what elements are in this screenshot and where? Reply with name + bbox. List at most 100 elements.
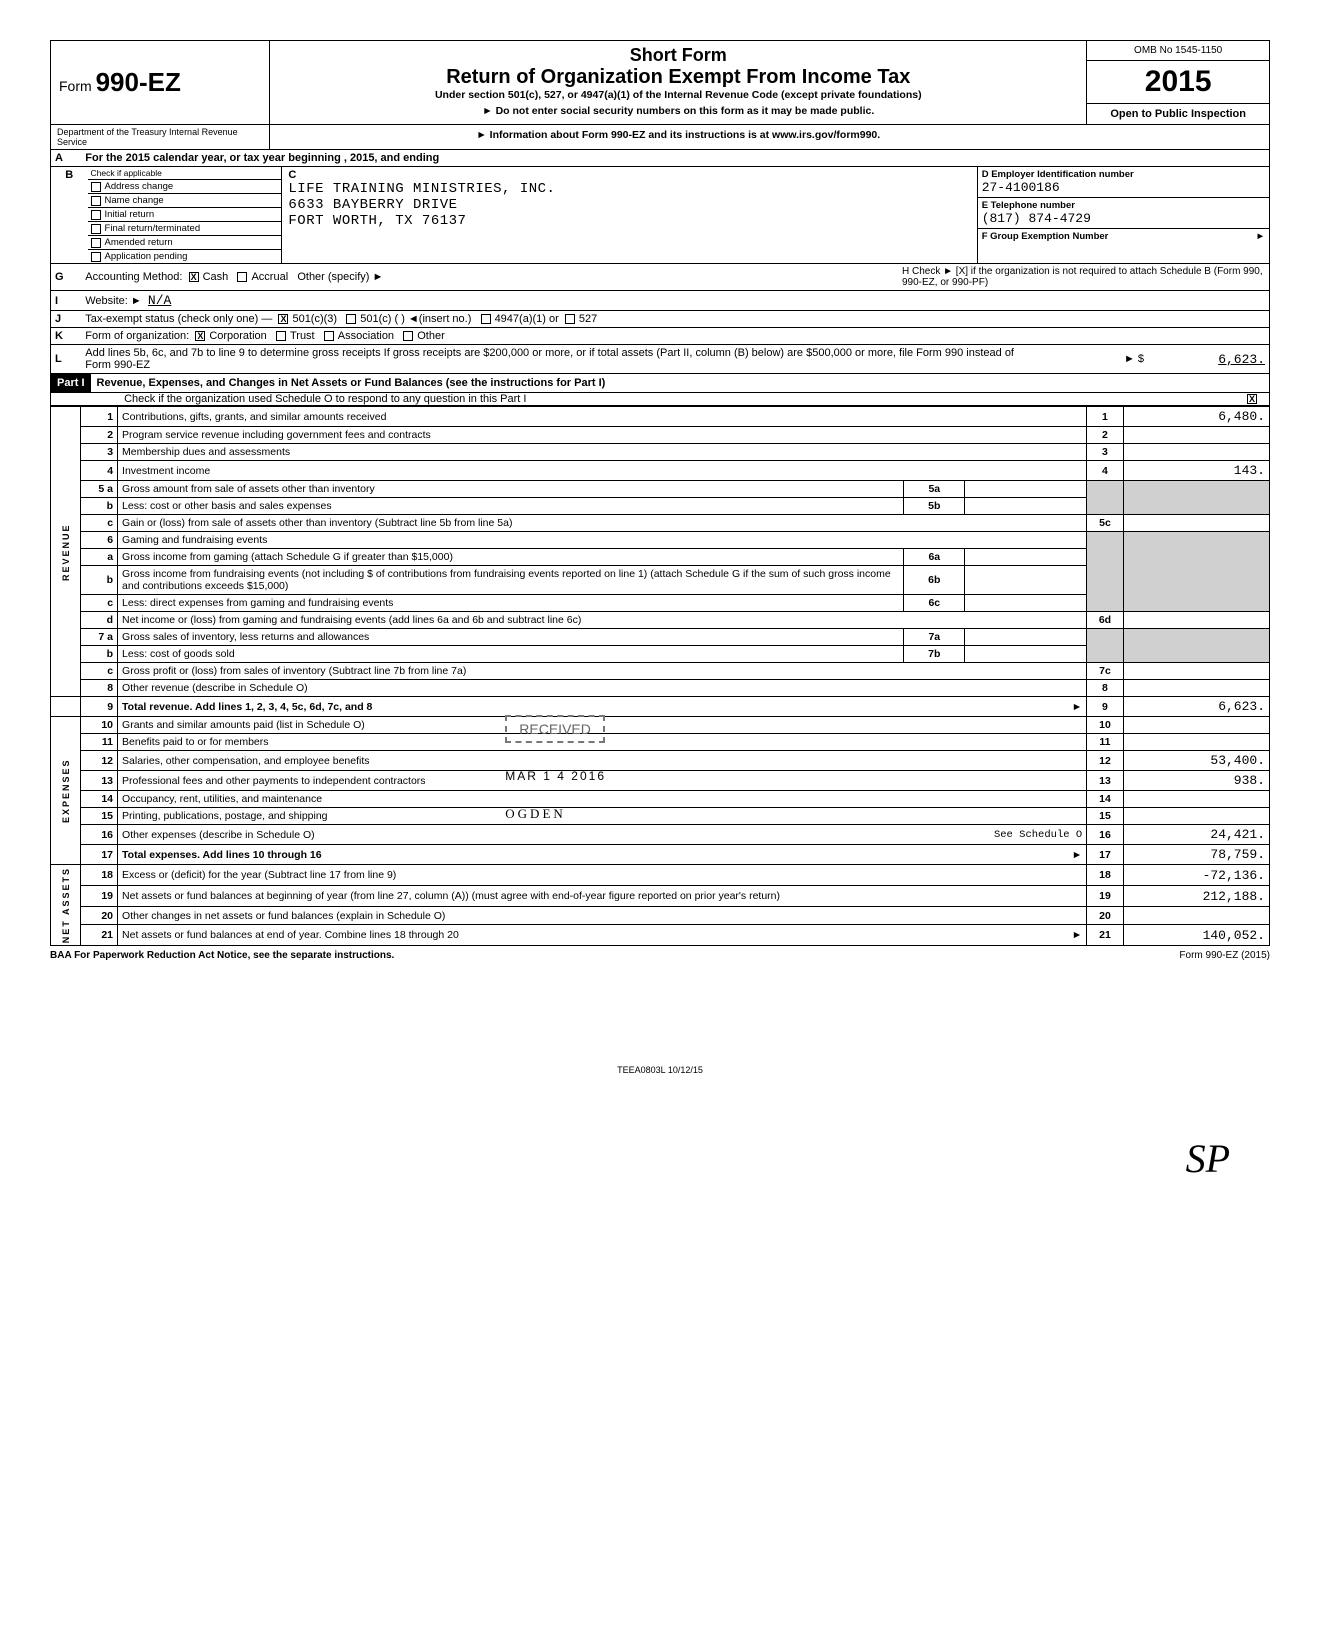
footer-row: BAA For Paperwork Reduction Act Notice, … <box>50 946 1270 965</box>
note16: See Schedule O <box>994 829 1082 841</box>
n10: 10 <box>81 717 118 734</box>
label-E: E Telephone number <box>982 200 1075 211</box>
section-BCDEF: B Check if applicable Address change Nam… <box>50 167 1270 264</box>
v5b <box>965 498 1087 515</box>
box6c: 6c <box>904 595 965 612</box>
n6a: a <box>81 549 118 566</box>
row-K: K Form of organization: Corporation Trus… <box>50 328 1270 345</box>
lbl-527: 527 <box>579 313 597 325</box>
part1-title: Revenue, Expenses, and Changes in Net As… <box>91 374 612 392</box>
amt4: 143. <box>1123 461 1269 481</box>
v5a <box>965 481 1087 498</box>
check-name-change[interactable] <box>91 196 101 206</box>
v7a <box>965 629 1087 646</box>
d19: Net assets or fund balances at beginning… <box>118 886 1087 907</box>
lbl-4947: 4947(a)(1) or <box>495 313 559 325</box>
check-app-pending[interactable] <box>91 252 101 262</box>
d6d: Net income or (loss) from gaming and fun… <box>118 612 1087 629</box>
check-501c[interactable] <box>346 314 356 324</box>
lbl-other-method: Other (specify) ► <box>297 271 383 283</box>
line-L-text: Add lines 5b, 6c, and 7b to line 9 to de… <box>85 347 1029 371</box>
part1-table: REVENUE 1 Contributions, gifts, grants, … <box>50 406 1270 946</box>
n18: 18 <box>81 865 118 886</box>
subtitle: Under section 501(c), 527, or 4947(a)(1)… <box>276 89 1080 101</box>
v6b <box>965 566 1087 595</box>
check-address-change[interactable] <box>91 182 101 192</box>
lbl-amended: Amended return <box>105 237 173 248</box>
n2: 2 <box>81 427 118 444</box>
bn20: 20 <box>1087 907 1124 925</box>
check-trust[interactable] <box>276 331 286 341</box>
row-J: J Tax-exempt status (check only one) — 5… <box>50 311 1270 328</box>
gross-receipts: 6,623. <box>1144 352 1265 367</box>
check-other-org[interactable] <box>403 331 413 341</box>
bn6d: 6d <box>1087 612 1124 629</box>
check-527[interactable] <box>565 314 575 324</box>
bn7c: 7c <box>1087 663 1124 680</box>
check-schedule-o[interactable] <box>1247 394 1257 404</box>
check-cash[interactable] <box>189 272 199 282</box>
check-amended[interactable] <box>91 238 101 248</box>
row-L: L Add lines 5b, 6c, and 7b to line 9 to … <box>50 345 1270 374</box>
form-header: Form 990-EZ Short Form Return of Organiz… <box>50 40 1270 125</box>
tax-exempt-label: Tax-exempt status (check only one) — <box>85 313 272 325</box>
label-C: C <box>288 169 970 181</box>
omb-number: OMB No 1545-1150 <box>1087 41 1269 61</box>
amt13: 938. <box>1123 771 1269 791</box>
phone-value: (817) 874-4729 <box>982 211 1265 226</box>
check-accrual[interactable] <box>237 272 247 282</box>
d8: Other revenue (describe in Schedule O) <box>118 680 1087 697</box>
box-DEF: D Employer Identification number 27-4100… <box>977 167 1269 263</box>
org-addr1: 6633 BAYBERRY DRIVE <box>288 197 970 213</box>
box6a: 6a <box>904 549 965 566</box>
label-A: A <box>55 152 85 164</box>
n8: 8 <box>81 680 118 697</box>
n19: 19 <box>81 886 118 907</box>
right-header: OMB No 1545-1150 2015 Open to Public Ins… <box>1086 41 1269 124</box>
d13: Professional fees and other payments to … <box>122 775 426 787</box>
boxB-hdr: Check if applicable <box>91 168 162 178</box>
check-corp[interactable] <box>195 331 205 341</box>
form-number: 990-EZ <box>96 67 181 97</box>
d6b: Gross income from fundraising events (no… <box>118 566 904 595</box>
label-D: D Employer Identification number <box>982 169 1134 180</box>
bn18: 18 <box>1087 865 1124 886</box>
bn2: 2 <box>1087 427 1124 444</box>
bn12: 12 <box>1087 751 1124 771</box>
check-initial-return[interactable] <box>91 210 101 220</box>
n6: 6 <box>81 532 118 549</box>
n21: 21 <box>81 925 118 946</box>
label-L: L <box>55 353 85 365</box>
amt3 <box>1123 444 1269 461</box>
box6b: 6b <box>904 566 965 595</box>
n13: 13 <box>81 771 118 791</box>
arrow17: ► <box>1072 849 1082 861</box>
box-C: C LIFE TRAINING MINISTRIES, INC. 6633 BA… <box>282 167 976 263</box>
n9: 9 <box>81 697 118 717</box>
d5c: Gain or (loss) from sale of assets other… <box>118 515 1087 532</box>
arrow21: ► <box>1072 929 1082 941</box>
org-name: LIFE TRAINING MINISTRIES, INC. <box>288 181 970 197</box>
d9: Total revenue. Add lines 1, 2, 3, 4, 5c,… <box>122 701 372 713</box>
bn21: 21 <box>1087 925 1124 946</box>
check-final-return[interactable] <box>91 224 101 234</box>
check-501c3[interactable] <box>278 314 288 324</box>
n15: 15 <box>81 808 118 825</box>
check-assoc[interactable] <box>324 331 334 341</box>
website-label: Website: ► <box>85 295 142 307</box>
n6d: d <box>81 612 118 629</box>
row-I: I Website: ► N/A <box>50 291 1270 311</box>
part1-checkline: Check if the organization used Schedule … <box>50 393 1270 406</box>
amt2 <box>1123 427 1269 444</box>
label-J: J <box>55 313 85 325</box>
box7a: 7a <box>904 629 965 646</box>
check-4947[interactable] <box>481 314 491 324</box>
lbl-assoc: Association <box>338 330 394 342</box>
v7b <box>965 646 1087 663</box>
bn13: 13 <box>1087 771 1124 791</box>
amt14 <box>1123 791 1269 808</box>
acct-method-label: Accounting Method: <box>85 271 182 283</box>
d18: Excess or (deficit) for the year (Subtra… <box>118 865 1087 886</box>
box5b: 5b <box>904 498 965 515</box>
n5c: c <box>81 515 118 532</box>
